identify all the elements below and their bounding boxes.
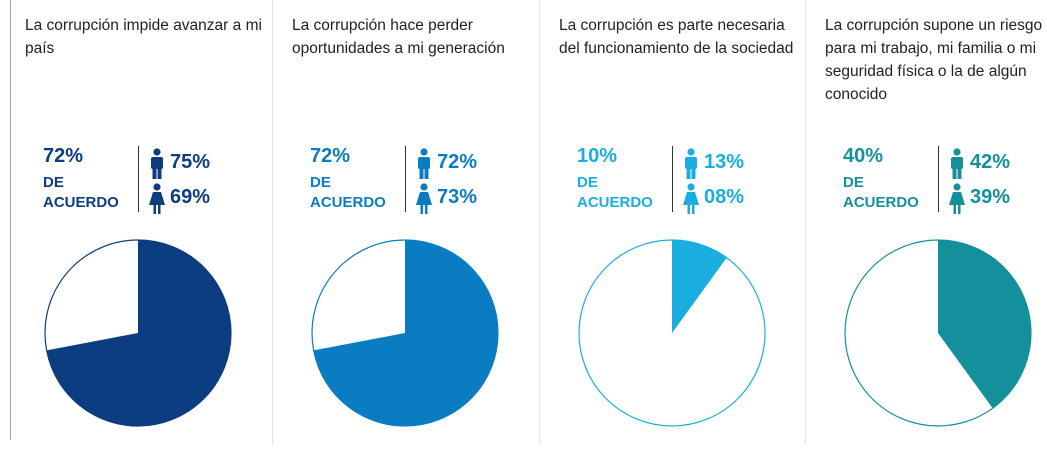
- icon-body: [949, 192, 965, 205]
- panel-title: La corrupción impide avanzar a mi país: [25, 17, 262, 57]
- icon-leg: [958, 205, 961, 214]
- male-icon: [151, 148, 163, 179]
- female-value: 69%: [170, 186, 211, 208]
- icon-head: [420, 183, 428, 191]
- icon-leg: [425, 205, 428, 214]
- icon-leg: [157, 168, 162, 179]
- pie-chart: [311, 239, 499, 427]
- icon-head: [153, 183, 161, 191]
- divider: [138, 146, 139, 212]
- separator: [272, 0, 273, 445]
- icon-leg: [419, 168, 424, 179]
- icon-head: [153, 148, 161, 156]
- panel-title: La corrupción supone un riesgo para mi t…: [825, 17, 1043, 103]
- pie-slice: [313, 240, 499, 426]
- panel: La corrupción es parte necesaria del fun…: [544, 0, 811, 453]
- icon-leg: [420, 205, 423, 214]
- male-value: 75%: [170, 151, 211, 173]
- icon-body: [951, 157, 963, 169]
- icon-leg: [424, 168, 429, 179]
- male-icon: [418, 148, 430, 179]
- pie-slice: [938, 240, 1031, 409]
- male-value: 72%: [437, 151, 478, 173]
- headline-value: 40%: [843, 145, 884, 167]
- icon-leg: [687, 205, 690, 214]
- pie-slice: [46, 240, 232, 426]
- female-icon: [416, 183, 432, 214]
- icon-body: [685, 157, 697, 169]
- panel: La corrupción impide avanzar a mi país 72…: [10, 0, 277, 453]
- female-value: 73%: [437, 186, 478, 208]
- female-icon: [683, 183, 699, 214]
- headline-value: 10%: [577, 145, 618, 167]
- pie-chart: [844, 239, 1032, 427]
- panel: La corrupción hace perder oportunidades …: [277, 0, 544, 453]
- headline-value: 72%: [43, 145, 84, 167]
- icon-head: [687, 183, 695, 191]
- female-icon: [149, 183, 165, 214]
- icon-leg: [692, 205, 695, 214]
- separator: [539, 0, 540, 445]
- icon-leg: [686, 168, 691, 179]
- icon-leg: [691, 168, 696, 179]
- icon-leg: [953, 205, 956, 214]
- male-icon: [951, 148, 963, 179]
- agree-label: DE ACUERDO: [310, 174, 386, 211]
- pie-chart: [578, 239, 766, 427]
- panel: La corrupción supone un riesgo para mi t…: [810, 0, 1047, 453]
- icon-body: [683, 192, 699, 205]
- male-value: 13%: [704, 151, 745, 173]
- icon-body: [416, 192, 432, 205]
- frame-border: [10, 0, 11, 440]
- icon-head: [687, 148, 695, 156]
- icon-body: [149, 192, 165, 205]
- panel-title: La corrupción hace perder oportunidades …: [292, 17, 505, 57]
- agree-label: DE ACUERDO: [43, 174, 119, 211]
- icon-leg: [158, 205, 161, 214]
- icon-head: [953, 183, 961, 191]
- icon-body: [418, 157, 430, 169]
- separator: [805, 0, 806, 445]
- headline-value: 72%: [310, 145, 351, 167]
- pie-chart: [44, 239, 232, 427]
- icon-leg: [153, 205, 156, 214]
- icon-leg: [952, 168, 957, 179]
- male-icon: [685, 148, 697, 179]
- icon-leg: [152, 168, 157, 179]
- divider: [405, 146, 406, 212]
- icon-head: [953, 148, 961, 156]
- agree-label: DE ACUERDO: [577, 174, 653, 211]
- icon-leg: [957, 168, 962, 179]
- pie-slice: [672, 240, 727, 333]
- divider: [938, 146, 939, 212]
- icon-body: [151, 157, 163, 169]
- female-value: 08%: [704, 186, 745, 208]
- panel-title: La corrupción es parte necesaria del fun…: [559, 17, 794, 57]
- male-value: 42%: [970, 151, 1011, 173]
- agree-label: DE ACUERDO: [843, 174, 919, 211]
- icon-head: [420, 148, 428, 156]
- divider: [672, 146, 673, 212]
- female-icon: [949, 183, 965, 214]
- female-value: 39%: [970, 186, 1011, 208]
